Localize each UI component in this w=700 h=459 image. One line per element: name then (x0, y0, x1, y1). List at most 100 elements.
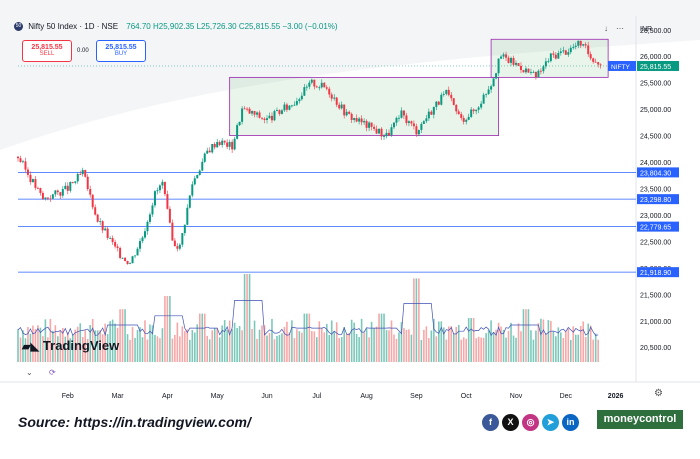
candle-body (437, 101, 440, 105)
volume-bar (276, 335, 278, 362)
candle-body (490, 86, 493, 90)
candle-body (345, 111, 348, 116)
collapse-chevron-icon[interactable]: ⌄ (26, 368, 33, 377)
currency-label: INR (640, 26, 653, 33)
volume-bar (296, 329, 298, 362)
volume-bar (390, 320, 393, 362)
volume-bar (303, 313, 306, 362)
candle-body (482, 94, 485, 104)
candle-body (407, 121, 410, 124)
candle-body (534, 71, 537, 78)
sell-button[interactable]: 25,815.55 SELL (22, 40, 72, 62)
replay-icon[interactable]: ⟳ (48, 368, 56, 377)
volume-bar (485, 333, 487, 362)
candle-body (241, 108, 244, 122)
candle-body (134, 255, 137, 257)
volume-bar (535, 330, 537, 362)
volume-bar (589, 325, 592, 362)
y-tick-label: 21,000.00 (640, 319, 671, 326)
more-icon[interactable]: ⋯ (616, 24, 632, 33)
volume-bar (154, 334, 156, 362)
volume-bar (174, 334, 176, 362)
volume-bar (482, 337, 485, 362)
volume-bar (490, 320, 492, 362)
volume-bar (69, 338, 72, 362)
candle-body (153, 191, 156, 206)
candle-body (365, 120, 368, 128)
sell-price: 25,815.55 (31, 44, 63, 51)
volume-bar (557, 327, 560, 362)
volume-bar (316, 337, 318, 362)
volume-bar (368, 337, 370, 362)
candle-body (527, 68, 530, 73)
y-tick-label: 24,500.00 (640, 134, 671, 141)
candle-body (196, 174, 199, 179)
volume-bar (216, 328, 218, 362)
volume-bar (378, 313, 380, 362)
volume-bar (515, 337, 517, 362)
volume-bar (134, 338, 136, 362)
volume-bar (286, 321, 288, 362)
volume-bar (505, 337, 507, 362)
buy-button[interactable]: 25,815.55 BUY (96, 40, 146, 62)
volume-bar (62, 327, 64, 362)
y-tick-label: 22,500.00 (640, 239, 671, 246)
volume-bar (462, 337, 465, 362)
volume-bar (502, 329, 505, 362)
volume-bar (423, 329, 425, 362)
volume-bar (313, 331, 316, 362)
settings-gear-icon[interactable]: ⚙ (654, 388, 663, 399)
candle-body (582, 44, 585, 46)
candle-body (74, 181, 77, 183)
volume-bar (467, 318, 470, 362)
candle-body (502, 54, 505, 57)
volume-bar (116, 327, 119, 362)
candle-body (400, 110, 403, 118)
level-tag-bg (637, 167, 679, 178)
volume-bar (340, 337, 343, 362)
background-swoosh (0, 0, 700, 150)
volume-bar (99, 330, 101, 362)
volume-bar (550, 320, 552, 362)
candle-body (91, 194, 94, 208)
volume-bar (129, 339, 131, 362)
facebook-icon[interactable]: f (482, 414, 499, 431)
y-tick-label: 25,500.00 (640, 81, 671, 88)
candle-body (465, 119, 468, 122)
candle-body (26, 169, 29, 175)
candle-body (480, 103, 483, 108)
x-icon[interactable]: X (502, 414, 519, 431)
volume-bar (320, 328, 323, 362)
y-tick-label: 20,500.00 (640, 345, 671, 352)
candle-body (517, 63, 520, 66)
volume-bar (565, 331, 567, 362)
volume-bar (238, 326, 241, 362)
volume-bar (592, 339, 594, 362)
volume-bar (579, 326, 582, 362)
volume-bar (512, 335, 515, 362)
candle-body (305, 86, 308, 88)
instagram-icon[interactable]: ◎ (522, 414, 539, 431)
download-icon[interactable]: ↓ (604, 24, 616, 33)
candle-body (111, 237, 114, 242)
volume-bar (47, 337, 49, 362)
volume-bar (189, 339, 191, 362)
candle-body (559, 51, 562, 53)
candle-body (447, 89, 450, 95)
candle-body (39, 188, 42, 193)
candle-body (358, 118, 361, 122)
volume-bar (301, 332, 303, 362)
telegram-icon[interactable]: ➤ (542, 414, 559, 431)
volume-bar (470, 318, 472, 362)
candle-body (510, 57, 513, 63)
volume-bar (440, 321, 443, 362)
volume-bar (532, 339, 535, 362)
candle-body (380, 128, 383, 137)
linkedin-icon[interactable]: in (562, 414, 579, 431)
level-tag-label: 23,804.30 (640, 170, 671, 177)
volume-bar (253, 320, 256, 362)
volume-bar (288, 332, 291, 362)
candle-body (231, 141, 234, 150)
volume-bar (166, 296, 169, 362)
